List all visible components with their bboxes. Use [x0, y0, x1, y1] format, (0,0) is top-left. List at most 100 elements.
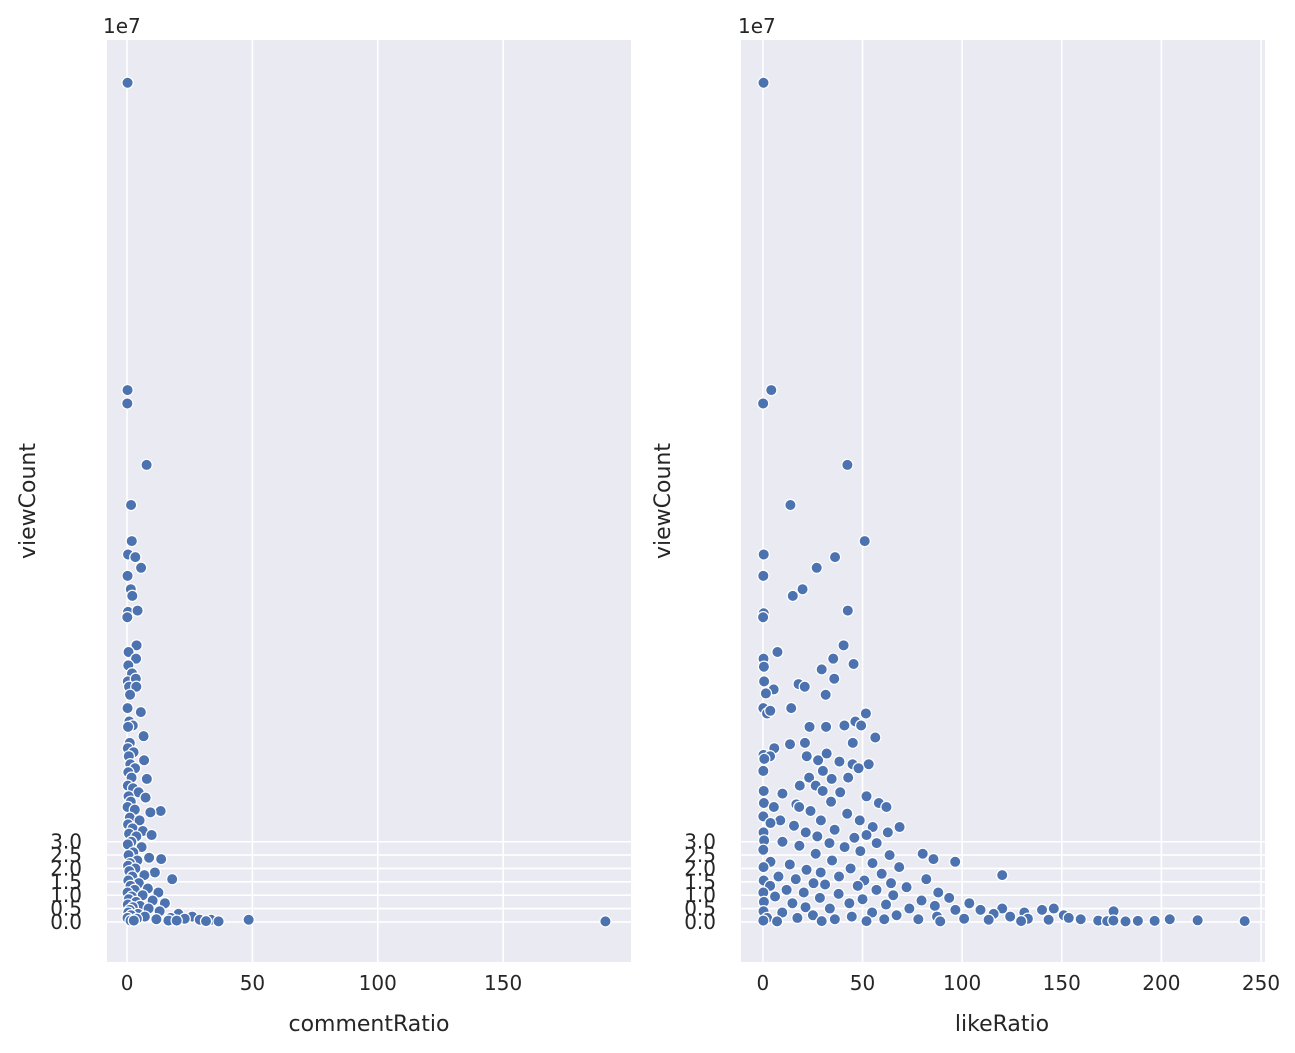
scatter-point: [757, 914, 770, 927]
scatter-point: [800, 863, 813, 877]
scatter-point: [121, 397, 134, 410]
scatter-point: [756, 611, 770, 624]
scatter-point: [1042, 913, 1055, 926]
scatter-point: [832, 887, 845, 901]
scatter-point: [825, 854, 839, 867]
scatter-point: [126, 589, 139, 603]
scatter-point: [820, 747, 833, 760]
scatter-point: [916, 847, 929, 860]
scatter-point: [828, 672, 841, 685]
scatter-point: [862, 758, 875, 771]
scatter-point: [134, 561, 148, 575]
scatter-point: [759, 687, 773, 700]
scatter-point: [757, 569, 770, 583]
scatter-point: [838, 840, 851, 854]
scatter-point: [949, 903, 962, 917]
scatter-point: [920, 872, 933, 886]
points: [121, 76, 612, 928]
scatter-point: [943, 891, 956, 905]
scatter-point: [851, 879, 864, 893]
scatter-point: [757, 675, 771, 688]
scatter-point: [859, 707, 873, 720]
scatter-point: [124, 498, 138, 512]
scatter-point: [780, 883, 793, 897]
scatter-point: [860, 828, 873, 842]
scatter-point: [834, 786, 847, 799]
scatter-point: [815, 914, 828, 928]
scatter-point: [853, 814, 866, 827]
scatter-point: [121, 701, 134, 715]
scatter-plot-comment-ratio: 0 50 100 150 0.00.51.01.52.02.53.0 1e7 comme…: [16, 14, 631, 1037]
scatter-point: [791, 911, 804, 925]
scatter-point: [764, 704, 777, 717]
y-offset-text: 1e7: [103, 14, 141, 38]
y-tick-label: 2.0: [50, 856, 82, 880]
scatter-point: [803, 720, 816, 734]
scatter-point: [927, 852, 940, 866]
scatter-point: [837, 639, 850, 652]
scatter-point: [870, 836, 883, 850]
tick-labels: 0 50 100 150 200 250 0.00.51.01.52.02.53.0: [684, 830, 1280, 995]
scatter-point: [807, 876, 820, 890]
scatter-point: [860, 790, 873, 803]
scatter-point: [793, 779, 806, 792]
scatter-point: [768, 890, 782, 903]
scatter-point: [1003, 910, 1017, 923]
scatter-point: [137, 729, 150, 743]
scatter-point: [878, 913, 891, 926]
scatter-point: [845, 910, 858, 923]
scatter-point: [121, 569, 134, 583]
scatter-point: [890, 909, 903, 922]
scatter-point: [776, 787, 789, 800]
scatter-point: [758, 752, 771, 766]
scatter-point: [1148, 914, 1161, 928]
scatter-point: [142, 851, 156, 864]
plot-area-like-ratio: [741, 40, 1265, 962]
points: [756, 76, 1251, 928]
scatter-point: [814, 866, 827, 879]
scatter-point: [996, 868, 1009, 882]
scatter-point: [1107, 914, 1120, 927]
scatter-point: [199, 914, 213, 928]
y-tick-label: 0.5: [684, 897, 716, 921]
scatter-point: [1119, 915, 1132, 928]
scatter-point: [819, 720, 833, 734]
scatter-point: [903, 902, 916, 915]
scatter-point: [129, 550, 142, 564]
scatter-point: [813, 891, 827, 905]
scatter-point: [154, 852, 168, 866]
scatter-point: [789, 872, 802, 886]
scatter-point: [865, 906, 879, 919]
scatter-point: [144, 806, 157, 819]
scatter-point: [800, 750, 813, 763]
scatter-point: [810, 561, 823, 575]
scatter-point: [866, 820, 879, 834]
scatter-point: [856, 892, 869, 906]
scatter-point: [139, 791, 152, 804]
scatter-point: [948, 855, 962, 868]
scatter-point: [875, 867, 888, 881]
x-axis-label: likeRatio: [955, 1012, 1049, 1037]
scatter-point: [858, 534, 871, 548]
scatter-point: [811, 830, 824, 843]
scatter-point: [793, 839, 806, 852]
scatter-point: [131, 604, 144, 617]
scatter-point: [1062, 911, 1075, 925]
scatter-point: [816, 764, 830, 778]
scatter-point: [796, 582, 809, 596]
scatter-point: [145, 828, 158, 842]
scatter-point: [756, 397, 770, 410]
scatter-point: [814, 814, 828, 827]
scatter-point: [841, 771, 855, 784]
x-tick-label: 0: [757, 971, 770, 995]
scatter-point: [757, 548, 770, 561]
scatter-point: [757, 764, 770, 778]
scatter-point: [840, 807, 854, 820]
scatter-point: [767, 800, 781, 814]
scatter-point: [828, 823, 841, 836]
scatter-point: [1191, 914, 1204, 927]
scatter-point: [846, 736, 859, 750]
scatter-point: [242, 913, 255, 926]
scatter-point: [884, 876, 898, 890]
